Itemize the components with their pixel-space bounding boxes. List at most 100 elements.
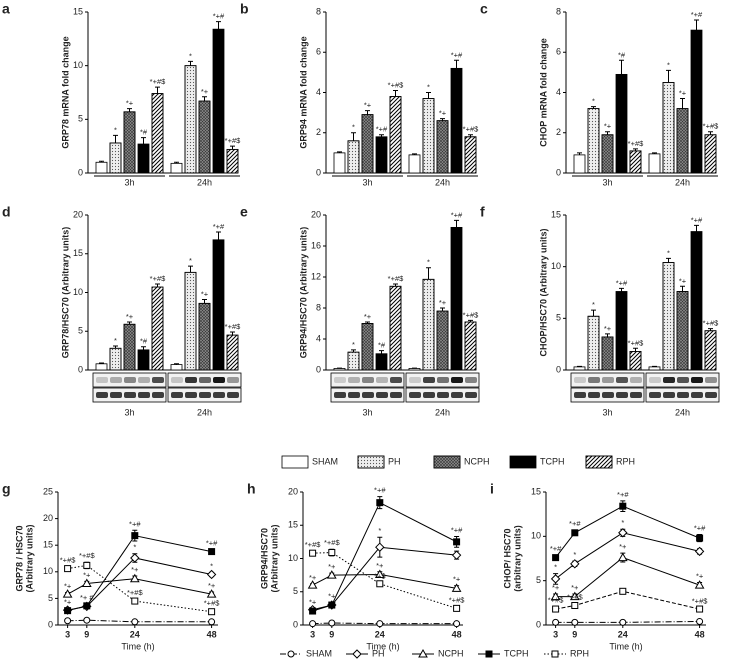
panel-letter: b: [240, 1, 249, 17]
marker: [552, 605, 560, 613]
blot-band: [138, 392, 150, 398]
significance-label: *+#$: [692, 596, 708, 605]
bar-pattern: [109, 142, 122, 174]
marker: [571, 529, 579, 537]
error-bar: [426, 267, 431, 280]
marker: [309, 620, 317, 628]
panel-letter: f: [480, 204, 485, 220]
blot-band: [376, 377, 388, 383]
legend-marker: [418, 648, 428, 658]
error-bar: [619, 287, 624, 292]
series-line: [555, 505, 700, 558]
x-tick-label: 3h: [362, 177, 372, 187]
error-bar: [113, 134, 118, 143]
error-bar: [619, 59, 624, 75]
error-bar: [393, 89, 398, 97]
significance-label: *+#$: [225, 322, 241, 331]
error-bar: [155, 86, 160, 94]
y-axis-label: CHOP/HSC70 (Arbitrary units): [538, 228, 548, 356]
significance-label: *+: [328, 562, 336, 571]
bar: [212, 28, 225, 174]
y-tick-label: 8: [556, 6, 561, 16]
x-tick-label: 24h: [197, 177, 212, 187]
x-tick-label: 3: [553, 629, 558, 639]
blot-band: [616, 392, 628, 398]
y-tick-label: 8: [316, 302, 321, 312]
blot-band: [663, 392, 675, 398]
marker: [326, 570, 337, 579]
significance-label: *+: [309, 597, 317, 606]
y-tick-label: 4: [556, 87, 561, 97]
marker: [696, 617, 704, 625]
blot-band: [390, 392, 402, 398]
significance-label: *+#$: [60, 555, 76, 564]
bar-pattern: [662, 262, 675, 371]
bar: [648, 153, 661, 174]
error-bar: [202, 96, 207, 102]
panel-letter: d: [2, 204, 11, 220]
series-line: [67, 564, 212, 613]
significance-label: *+: [453, 575, 461, 584]
blot-band: [213, 392, 225, 398]
significance-label: *+: [619, 542, 627, 551]
blot-band: [616, 377, 628, 383]
error-bar: [680, 285, 685, 292]
blot-band: [348, 392, 360, 398]
blot-frame: [570, 372, 645, 388]
blot-band: [602, 392, 614, 398]
legend-label: SHAM: [306, 648, 332, 658]
blot-band: [213, 377, 225, 383]
blot-band: [465, 377, 477, 383]
significance-label: *: [621, 518, 624, 527]
marker: [374, 569, 385, 578]
legend-label: SHAM: [312, 456, 338, 466]
significance-label: *+: [364, 312, 372, 321]
bar-pattern: [347, 140, 360, 174]
significance-label: *: [427, 258, 430, 267]
marker: [129, 573, 140, 583]
blot-band: [227, 377, 239, 383]
error-bar: [666, 69, 671, 83]
significance-label: *#: [618, 50, 626, 59]
blot-band: [152, 392, 164, 398]
significance-label: *+#$: [628, 338, 644, 347]
marker: [696, 605, 704, 613]
panel-letter: i: [490, 481, 494, 497]
marker: [309, 607, 317, 615]
marker: [619, 587, 627, 595]
significance-label: *+#: [451, 526, 463, 535]
legend-swatch: [509, 455, 537, 469]
y-tick-label: 15: [43, 540, 53, 550]
blot-band: [574, 392, 586, 398]
error-bar: [708, 328, 713, 331]
significance-label: *+#$: [628, 139, 644, 148]
series-line: [312, 501, 457, 612]
error-bar: [652, 152, 657, 154]
error-bar: [230, 145, 235, 150]
bar-pattern: [662, 82, 675, 174]
significance-label: *+#: [550, 544, 562, 553]
blot-band: [705, 392, 717, 398]
blot-band: [465, 392, 477, 398]
error-bar: [365, 321, 370, 324]
significance-label: *: [592, 300, 595, 309]
significance-label: *: [189, 256, 192, 265]
bar: [137, 349, 150, 371]
series-line: [555, 557, 700, 598]
y-tick-label: 5: [48, 593, 53, 603]
significance-label: *+: [131, 565, 139, 574]
bar-pattern: [226, 334, 239, 371]
error-bar: [680, 98, 685, 109]
marker: [81, 578, 92, 588]
y-tick-label: 12: [311, 271, 321, 281]
marker: [453, 620, 461, 628]
significance-label: *+: [83, 570, 91, 579]
y-tick-label: 5: [536, 575, 541, 585]
error-bar: [99, 362, 104, 364]
error-bar: [591, 309, 596, 317]
significance-label: *+#: [617, 490, 629, 499]
marker: [619, 502, 627, 510]
marker: [696, 534, 704, 542]
bar-pattern: [151, 93, 164, 174]
error-bar: [454, 59, 459, 69]
